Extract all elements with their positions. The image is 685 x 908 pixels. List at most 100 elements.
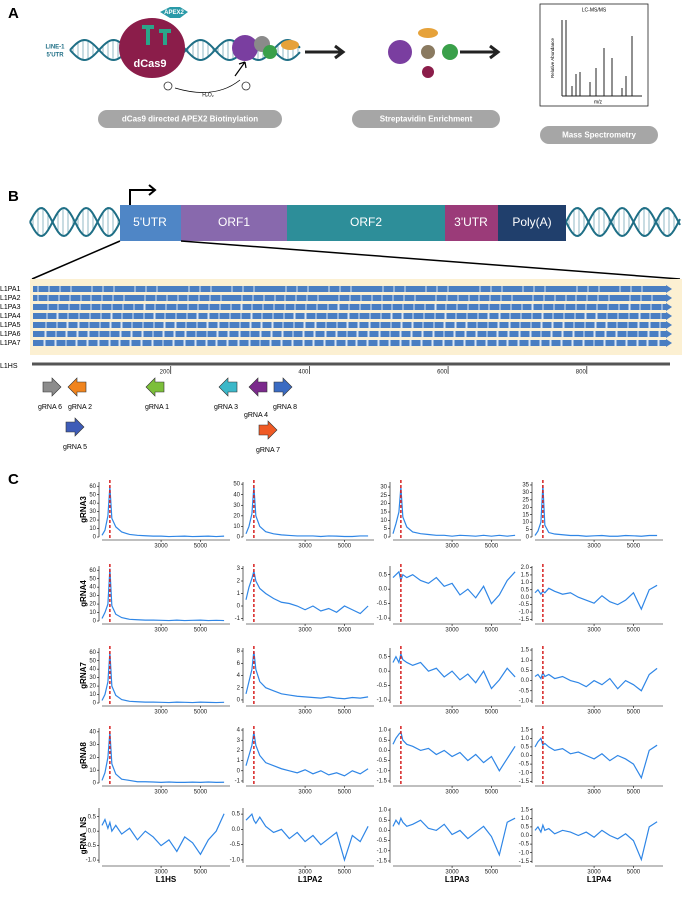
data-line	[392, 816, 516, 857]
y-tick-label: 8	[237, 649, 241, 655]
y-tick-label: 30	[233, 503, 240, 509]
guide-rna	[142, 25, 171, 45]
y-tick-label: 30	[89, 509, 96, 515]
x-tick-label: 3000	[445, 790, 459, 796]
y-tick-label: 2.0	[521, 565, 530, 571]
step-label: Mass Spectrometry	[562, 131, 636, 140]
y-tick-label: 2	[237, 579, 241, 585]
x-tick-label: 5000	[338, 710, 352, 716]
track-arrowhead	[666, 339, 672, 347]
y-tick-label: 15	[380, 510, 387, 516]
data-line	[245, 650, 369, 700]
panel-letter: B	[8, 188, 19, 205]
segment	[120, 205, 181, 241]
step-label: Streptavidin Enrichment	[380, 115, 473, 124]
x-tick-label: 5000	[194, 544, 208, 550]
y-tick-label: 40	[89, 667, 96, 673]
x-tick-label: 5000	[338, 544, 352, 550]
track-label: L1PA2	[0, 295, 21, 302]
y-tick-label: -1.0	[377, 848, 388, 854]
protein	[232, 35, 258, 61]
y-tick-label: 0.0	[232, 827, 241, 833]
column-label: L1PA4	[587, 875, 612, 884]
y-tick-label: -0.5	[377, 601, 388, 607]
y-tick-label: 1.0	[521, 736, 530, 742]
y-tick-label: 1.0	[379, 808, 388, 814]
zoom-line	[31, 240, 681, 280]
y-tick-label: 40	[89, 585, 96, 591]
y-tick-label: 1.0	[521, 816, 530, 822]
data-line	[245, 731, 369, 777]
y-tick-label: 0.5	[379, 572, 388, 578]
data-line	[245, 486, 369, 538]
y-tick-label: -1.5	[377, 859, 388, 865]
y-tick-label: 0.5	[521, 668, 530, 674]
y-tick-label: -0.5	[519, 762, 530, 768]
protein	[418, 28, 438, 38]
column-label: L1HS	[156, 875, 177, 884]
x-tick-label: 3000	[154, 544, 168, 550]
x-tick-label: 5000	[627, 544, 641, 550]
y-tick-label: 0	[93, 781, 97, 787]
ruler-tick-label: 200	[160, 370, 171, 376]
ruler-label: L1HS	[0, 363, 18, 370]
y-tick-label: 20	[380, 501, 387, 507]
y-tick-label: 50	[89, 492, 96, 498]
arrow	[234, 61, 247, 77]
streptavidin	[421, 45, 435, 59]
x-tick-label: 3000	[445, 544, 459, 550]
row-label: gRNA8	[79, 742, 88, 769]
y-tick-label: 10	[89, 692, 96, 698]
y-tick-label: -1.0	[519, 610, 530, 616]
x-tick-label: 5000	[485, 870, 499, 876]
x-tick-label: 3000	[298, 710, 312, 716]
y-tick-label: 30	[380, 485, 387, 491]
arrow	[460, 44, 501, 60]
data-line	[101, 568, 225, 622]
data-line	[392, 570, 516, 605]
dna-label: LINE-1	[45, 45, 65, 51]
y-tick-label: 50	[233, 482, 240, 488]
track-label: L1PA3	[0, 304, 21, 311]
y-tick-label: -1.5	[377, 779, 388, 785]
x-tick-label: 3000	[298, 544, 312, 550]
x-tick-label: 5000	[338, 790, 352, 796]
y-tick-label: -0.5	[519, 842, 530, 848]
data-line	[534, 584, 658, 611]
y-tick-label: 0.0	[521, 753, 530, 759]
reagent-label: H₂O₂	[202, 92, 213, 98]
x-tick-label: 5000	[194, 870, 208, 876]
track-label: L1PA7	[0, 340, 21, 347]
data-line	[534, 737, 658, 780]
dna-strand	[69, 39, 301, 61]
protein	[263, 45, 277, 59]
y-tick-label: -1	[235, 779, 241, 785]
track-bar	[33, 313, 666, 319]
y-tick-label: 10	[380, 518, 387, 524]
y-tick-label: 0	[237, 535, 241, 541]
x-tick-label: 3000	[154, 790, 168, 796]
y-tick-label: 4	[237, 728, 241, 734]
segment-label: 5'UTR	[133, 215, 167, 229]
ruler-tick-label: 400	[298, 370, 309, 376]
charts: gRNA3 gRNA4 gRNA7 gRNA8 gRNA_NS L1HS L1PA2 L1PA…	[79, 480, 663, 884]
y-tick-label: 40	[89, 501, 96, 507]
y-tick-label: 1.5	[521, 572, 530, 578]
ms-box	[539, 3, 649, 107]
x-tick-label: 5000	[627, 628, 641, 634]
tss-arrow	[129, 184, 157, 205]
track-arrowhead	[666, 321, 672, 329]
data-line	[534, 484, 658, 537]
y-tick-label: 0	[93, 535, 97, 541]
x-tick-label: 5000	[194, 790, 208, 796]
y-tick-label: 0.5	[379, 738, 388, 744]
y-tick-label: -1.0	[519, 699, 530, 705]
y-tick-label: 0	[526, 535, 530, 541]
x-tick-label: 3000	[587, 544, 601, 550]
step-pill	[352, 110, 500, 128]
x-tick-label: 5000	[627, 790, 641, 796]
x-tick-label: 3000	[445, 870, 459, 876]
apex2-shape	[160, 7, 188, 18]
spectrum	[561, 20, 642, 97]
y-tick-label: 1.5	[521, 648, 530, 654]
